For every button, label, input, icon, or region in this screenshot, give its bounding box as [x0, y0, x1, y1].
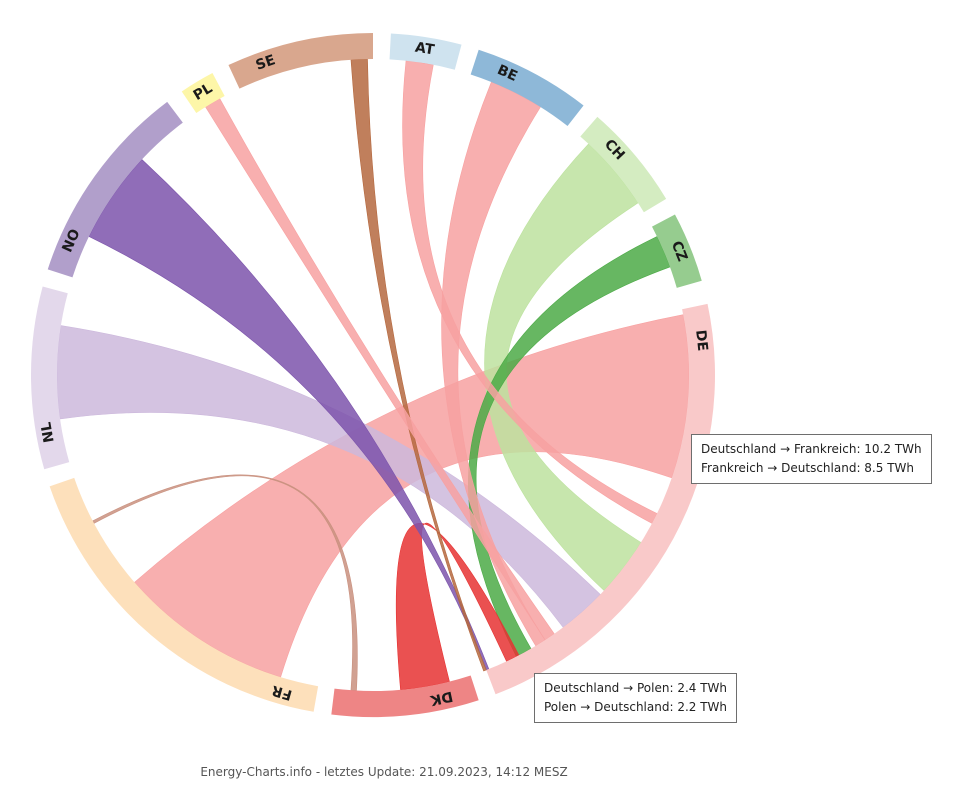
arc-de[interactable]	[486, 303, 715, 695]
arc-be[interactable]	[470, 49, 584, 126]
ribbon-de-pl[interactable]	[205, 98, 555, 641]
label-nl: NL	[38, 421, 57, 444]
arc-nl[interactable]	[30, 286, 70, 470]
label-se: SE	[254, 52, 278, 74]
footer-credit: Energy-Charts.info - letztes Update: 21.…	[200, 765, 568, 779]
label-fr: FR	[270, 682, 294, 703]
tooltip-de-pl-line2: Polen → Deutschland: 2.2 TWh	[544, 700, 728, 714]
label-be: BE	[495, 62, 520, 85]
country-arcs	[30, 33, 715, 718]
arc-dk[interactable]	[331, 675, 479, 718]
arc-se[interactable]	[228, 33, 373, 89]
label-dk: DK	[428, 688, 454, 709]
tooltip-de-pl: Deutschland → Polen: 2.4 TWh Polen → Deu…	[534, 673, 738, 723]
label-de: DE	[692, 329, 710, 352]
arc-ch[interactable]	[580, 116, 667, 213]
arc-no[interactable]	[47, 101, 183, 278]
label-cz: CZ	[668, 239, 690, 264]
tooltip-de-fr: Deutschland → Frankreich: 10.2 TWh Frank…	[691, 434, 932, 484]
arc-fr[interactable]	[49, 477, 319, 712]
tooltip-de-fr-line1: Deutschland → Frankreich: 10.2 TWh	[701, 442, 922, 456]
arc-pl[interactable]	[181, 73, 225, 114]
chord-ribbons	[56, 58, 690, 691]
tooltip-de-pl-line1: Deutschland → Polen: 2.4 TWh	[544, 681, 728, 695]
arc-at[interactable]	[389, 33, 462, 70]
arc-cz[interactable]	[652, 214, 702, 288]
label-at: AT	[414, 40, 436, 59]
ribbon-de-dk[interactable]	[395, 522, 520, 691]
tooltip-de-fr-line2: Frankreich → Deutschland: 8.5 TWh	[701, 461, 914, 475]
